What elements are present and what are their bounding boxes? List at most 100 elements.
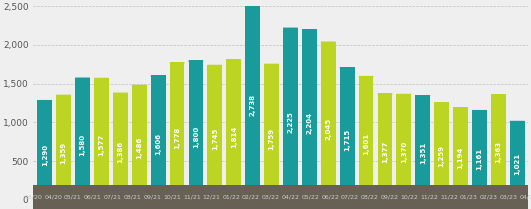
Text: 1,363: 1,363 [495, 141, 501, 163]
Bar [75, 78, 90, 200]
Bar [56, 95, 71, 200]
FancyBboxPatch shape [113, 93, 128, 94]
Text: 05/21: 05/21 [64, 195, 82, 199]
Text: 1,386: 1,386 [117, 140, 123, 163]
Text: 1,359: 1,359 [61, 141, 66, 164]
FancyBboxPatch shape [321, 42, 336, 43]
Text: 1,161: 1,161 [476, 148, 483, 171]
Text: 09/22: 09/22 [381, 195, 399, 199]
FancyBboxPatch shape [378, 93, 392, 95]
FancyBboxPatch shape [208, 65, 222, 66]
Bar [37, 100, 52, 200]
FancyBboxPatch shape [510, 121, 525, 122]
Text: 01/23: 01/23 [460, 195, 478, 199]
FancyBboxPatch shape [491, 94, 506, 96]
FancyBboxPatch shape [37, 100, 52, 102]
Text: 1,021: 1,021 [514, 153, 520, 175]
Text: 1,194: 1,194 [458, 147, 464, 169]
Text: 1,370: 1,370 [401, 141, 407, 163]
Text: 03/22: 03/22 [262, 195, 280, 199]
Text: 08/22: 08/22 [361, 195, 379, 199]
Text: 11/22: 11/22 [421, 195, 438, 199]
Text: 01/22: 01/22 [222, 195, 240, 199]
Text: 2,204: 2,204 [306, 112, 312, 134]
Bar [264, 64, 279, 200]
FancyBboxPatch shape [302, 29, 316, 31]
Text: 1,290: 1,290 [42, 144, 48, 166]
Bar [170, 62, 184, 200]
FancyBboxPatch shape [264, 64, 279, 65]
FancyBboxPatch shape [226, 59, 241, 61]
FancyBboxPatch shape [170, 62, 184, 64]
Text: 05/22: 05/22 [302, 195, 320, 199]
Text: 06/22: 06/22 [321, 195, 339, 199]
Text: 03/20: 03/20 [24, 195, 42, 199]
Bar [302, 29, 316, 200]
Text: 08/21: 08/21 [124, 195, 141, 199]
Bar [321, 42, 336, 200]
Text: 02/23: 02/23 [479, 195, 498, 199]
FancyBboxPatch shape [340, 67, 355, 69]
Text: 1,601: 1,601 [363, 133, 369, 155]
Bar [340, 67, 355, 200]
Text: 09/21: 09/21 [143, 195, 161, 199]
Bar [358, 76, 373, 200]
Bar [434, 102, 449, 200]
Bar [113, 93, 128, 200]
FancyBboxPatch shape [434, 102, 449, 104]
FancyBboxPatch shape [358, 76, 373, 77]
Text: 04/23: 04/23 [519, 195, 531, 199]
Text: 1,486: 1,486 [136, 137, 142, 159]
Bar [132, 85, 147, 200]
FancyBboxPatch shape [283, 28, 298, 29]
FancyBboxPatch shape [132, 85, 147, 86]
Text: 1,715: 1,715 [344, 129, 350, 151]
FancyBboxPatch shape [397, 94, 411, 95]
Bar [491, 94, 506, 200]
Bar [378, 93, 392, 200]
Bar [397, 94, 411, 200]
Bar [226, 59, 241, 200]
Text: 04/20: 04/20 [44, 195, 62, 199]
FancyBboxPatch shape [415, 95, 430, 97]
Text: 10/22: 10/22 [400, 195, 418, 199]
Bar [94, 78, 109, 200]
Bar [510, 121, 525, 200]
Text: 1,800: 1,800 [193, 126, 199, 148]
Text: 1,259: 1,259 [439, 145, 444, 167]
FancyBboxPatch shape [151, 75, 166, 77]
Text: 2,225: 2,225 [287, 111, 294, 133]
Bar [472, 110, 487, 200]
FancyBboxPatch shape [94, 78, 109, 79]
Text: 2,045: 2,045 [326, 117, 331, 140]
FancyBboxPatch shape [56, 95, 71, 96]
FancyBboxPatch shape [472, 110, 487, 111]
Text: 1,351: 1,351 [419, 142, 426, 164]
Text: 11/22: 11/22 [440, 195, 458, 199]
Text: 2,738: 2,738 [250, 93, 255, 116]
Text: 12/21: 12/21 [203, 195, 220, 199]
Text: 07/22: 07/22 [341, 195, 359, 199]
FancyBboxPatch shape [75, 78, 90, 79]
FancyBboxPatch shape [453, 107, 468, 109]
Bar [283, 28, 298, 200]
Text: 1,377: 1,377 [382, 141, 388, 163]
Text: 06/21: 06/21 [84, 195, 101, 199]
Text: 1,759: 1,759 [269, 127, 275, 150]
Text: 07/21: 07/21 [104, 195, 122, 199]
Text: 1,577: 1,577 [98, 134, 105, 156]
Bar [208, 65, 222, 200]
Bar [453, 107, 468, 200]
Text: 02/22: 02/22 [242, 195, 260, 199]
Text: 1,745: 1,745 [212, 128, 218, 150]
FancyBboxPatch shape [189, 60, 203, 62]
Text: 10/21: 10/21 [163, 195, 181, 199]
Text: 1,580: 1,580 [80, 134, 85, 156]
Text: 1,606: 1,606 [155, 133, 161, 155]
Bar [245, 0, 260, 200]
Bar [151, 75, 166, 200]
Bar [415, 95, 430, 200]
Bar [189, 60, 203, 200]
Text: 03/23: 03/23 [500, 195, 517, 199]
Text: 11/21: 11/21 [183, 195, 201, 199]
